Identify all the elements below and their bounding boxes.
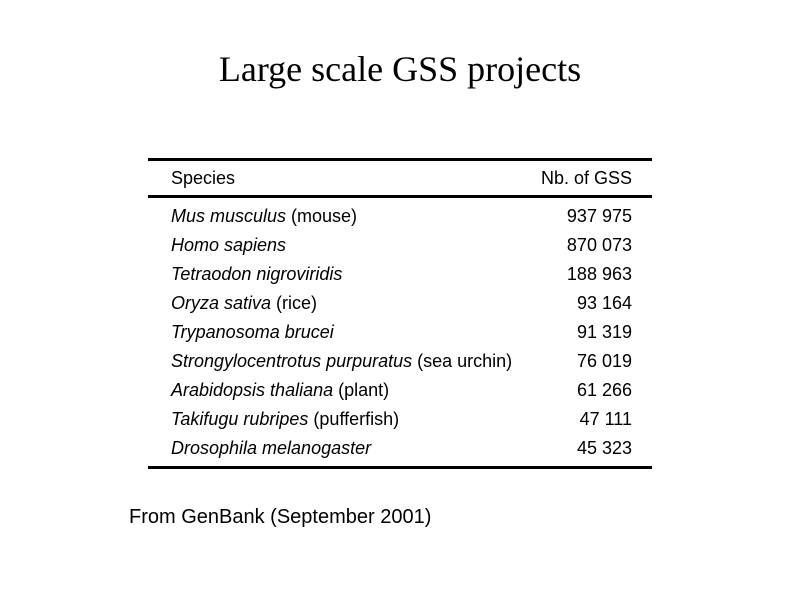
- species-cell: Strongylocentrotus purpuratus (sea urchi…: [148, 347, 557, 376]
- gss-projects-table-body: Mus musculus (mouse) 937 975 Homo sapiens 8…: [148, 198, 652, 463]
- table-header-rule: [148, 195, 652, 198]
- species-cell: Mus musculus (mouse): [148, 198, 557, 231]
- table-row: Trypanosoma brucei 91 319: [148, 318, 652, 347]
- header-count: Nb. of GSS: [540, 168, 632, 188]
- scientific-name: Arabidopsis thaliana: [171, 380, 334, 400]
- species-cell: Takifugu rubripes (pufferfish): [148, 405, 557, 434]
- species-cell: Arabidopsis thaliana (plant): [148, 376, 557, 405]
- table-header: Species Nb. of GSS: [148, 161, 652, 195]
- table-row: Strongylocentrotus purpuratus (sea urchi…: [148, 347, 652, 376]
- table-row: Drosophila melanogaster 45 323: [148, 434, 652, 463]
- species-cell: Homo sapiens: [148, 231, 557, 260]
- gss-count-cell: 870 073: [566, 235, 632, 255]
- table-row: Tetraodon nigroviridis 188 963: [148, 260, 652, 289]
- gss-count-cell: 47 111: [579, 409, 632, 429]
- gss-count-cell: 76 019: [576, 351, 632, 371]
- species-cell: Trypanosoma brucei: [148, 318, 557, 347]
- scientific-name: Tetraodon nigroviridis: [171, 264, 343, 284]
- table-row: Arabidopsis thaliana (plant) 61 266: [148, 376, 652, 405]
- source-note: From GenBank (September 2001): [129, 506, 432, 528]
- slide-title: Large scale GSS projects: [218, 49, 582, 89]
- scientific-name: Homo sapiens: [171, 235, 287, 255]
- gss-count-cell: 188 963: [566, 264, 632, 284]
- scientific-name: Strongylocentrotus purpuratus: [171, 351, 413, 371]
- header-species: Species: [171, 168, 236, 188]
- common-name: (sea urchin): [412, 351, 513, 371]
- scientific-name: Trypanosoma brucei: [171, 322, 334, 342]
- scientific-name: Drosophila melanogaster: [171, 438, 372, 458]
- gss-count-cell: 91 319: [576, 322, 632, 342]
- species-cell: Tetraodon nigroviridis: [148, 260, 557, 289]
- scientific-name: Oryza sativa: [171, 293, 272, 313]
- table-row: Oryza sativa (rice) 93 164: [148, 289, 652, 318]
- species-cell: Oryza sativa (rice): [148, 289, 557, 318]
- gss-projects-table: Species Nb. of GSS: [148, 161, 652, 195]
- gss-count-cell: 61 266: [576, 380, 632, 400]
- table-body: Mus musculus (mouse) 937 975 Homo sapiens 8…: [148, 198, 652, 463]
- common-name: (mouse): [286, 206, 358, 226]
- table-row: Takifugu rubripes (pufferfish) 47 111: [148, 405, 652, 434]
- table-top-rule: [148, 158, 652, 161]
- common-name: (plant): [333, 380, 390, 400]
- common-name: (rice): [271, 293, 318, 313]
- gss-count-cell: 937 975: [566, 206, 632, 226]
- table-row: Homo sapiens 870 073: [148, 231, 652, 260]
- gss-table-container: Species Nb. of GSS Mus musculus (mouse) 9…: [148, 158, 652, 469]
- gss-count-cell: 93 164: [576, 293, 632, 313]
- header-row: Species Nb. of GSS: [148, 161, 652, 195]
- scientific-name: Mus musculus: [171, 206, 287, 226]
- table-bottom-rule: [148, 466, 652, 469]
- scientific-name: Takifugu rubripes: [171, 409, 309, 429]
- species-cell: Drosophila melanogaster: [148, 434, 557, 463]
- common-name: (pufferfish): [308, 409, 400, 429]
- gss-count-cell: 45 323: [576, 438, 632, 458]
- table-row: Mus musculus (mouse) 937 975: [148, 198, 652, 231]
